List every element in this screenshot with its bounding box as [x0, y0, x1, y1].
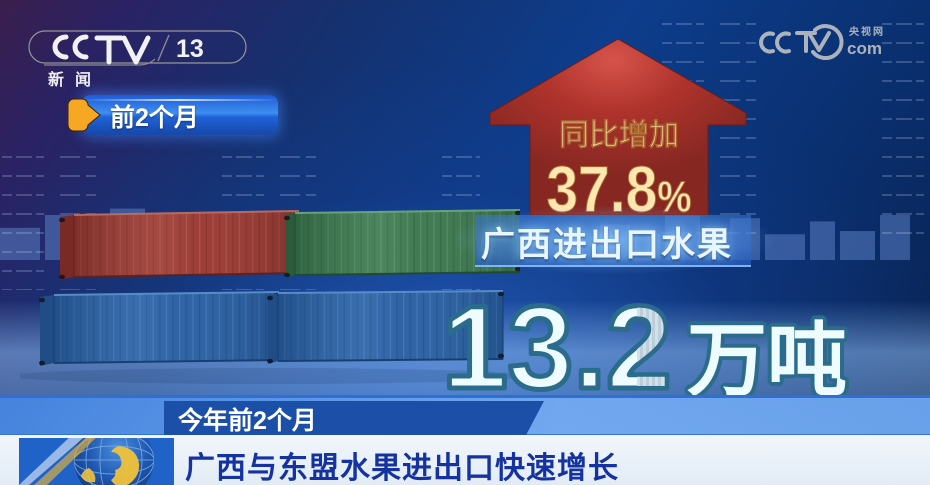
- svg-text:万吨: 万吨: [687, 316, 847, 405]
- svg-text:央视网: 央视网: [849, 25, 885, 38]
- svg-text:今年前2个月: 今年前2个月: [178, 406, 317, 435]
- svg-text:13: 13: [176, 35, 204, 63]
- svg-text:同比增加: 同比增加: [559, 119, 679, 152]
- svg-text:com: com: [847, 39, 882, 58]
